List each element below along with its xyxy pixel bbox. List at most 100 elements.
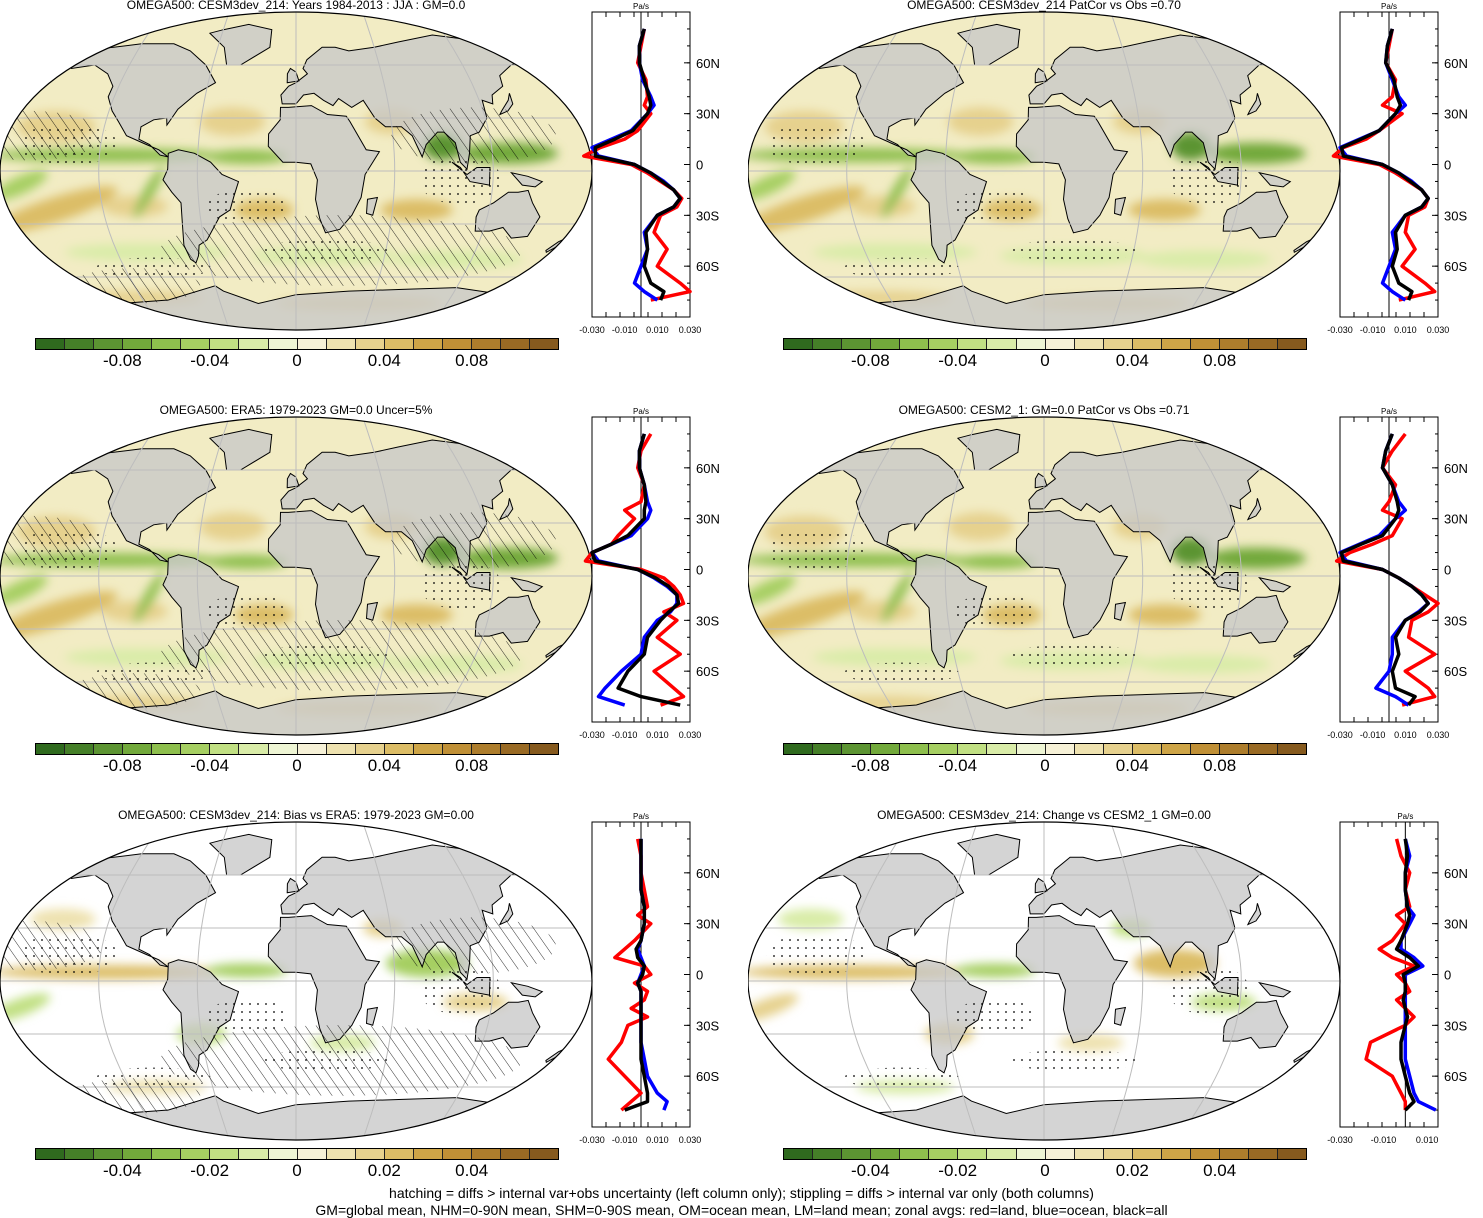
- profile-xtick-label: -0.030: [579, 325, 605, 335]
- profile-line-land: [1364, 838, 1416, 1111]
- colorbar-bin: [1190, 339, 1220, 349]
- zonal-profile: Pa/s -0.030 -0.010 0.010 0.030 60N 30N 0 30S 60S: [1327, 2, 1468, 335]
- profile-ytick-label: 30N: [696, 107, 720, 122]
- colorbar-tick-label: 0.04: [1203, 1161, 1237, 1180]
- colorbar-bin: [871, 339, 901, 349]
- profile-xtick-label: -0.030: [579, 1135, 605, 1145]
- colorbar-bin: [1161, 1149, 1191, 1159]
- footer-note-2: GM=global mean, NHM=0-90N mean, SHM=0-90…: [315, 1202, 1168, 1218]
- profile-ytick-label: 60N: [1444, 866, 1468, 881]
- profile-ytick-label: 30S: [696, 1018, 719, 1033]
- profile-xtick-label: 0.010: [1394, 325, 1417, 335]
- colorbar-bin: [1132, 1149, 1162, 1159]
- profile-xtick-label: 0.030: [679, 325, 702, 335]
- colorbar-bin: [36, 744, 66, 754]
- profile-ytick-label: 60N: [696, 461, 720, 476]
- profile-ytick-label: 30S: [1444, 613, 1467, 628]
- colorbar-bin: [842, 1149, 872, 1159]
- profile-ytick-label: 60S: [1444, 259, 1467, 274]
- colorbar-bin: [413, 744, 443, 754]
- colorbar-bin: [471, 339, 501, 349]
- colorbar-bin: [929, 1149, 959, 1159]
- profile-line-all: [1339, 28, 1430, 301]
- colorbar: [35, 743, 559, 755]
- profile-ytick-label: 0: [1444, 563, 1451, 578]
- colorbar-bin: [1249, 744, 1279, 754]
- colorbar-tick-label: -0.02: [190, 1161, 230, 1180]
- colorbar-bin: [1103, 339, 1133, 349]
- colorbar-bin: [501, 744, 531, 754]
- profile-xtick-label: 0.010: [1416, 1135, 1439, 1145]
- colorbar-bin: [1074, 339, 1104, 349]
- profile-ytick-label: 60N: [1444, 56, 1468, 71]
- colorbar-bin: [1190, 744, 1220, 754]
- colorbar-bin: [1219, 744, 1249, 754]
- profile-ytick-label: 30N: [1444, 512, 1468, 527]
- colorbar-tick-label: -0.08: [102, 756, 142, 775]
- colorbar-bin: [530, 744, 559, 754]
- profile-ytick-label: 30S: [1444, 1018, 1467, 1033]
- colorbar-bin: [1074, 1149, 1104, 1159]
- profile-xtick-label: -0.010: [612, 325, 638, 335]
- colorbar-bin: [94, 744, 124, 754]
- profile-xtick-label: -0.030: [579, 730, 605, 740]
- colorbar-bin: [1249, 339, 1279, 349]
- profile-xtick-label: 0.030: [679, 730, 702, 740]
- colorbar-bin: [1045, 1149, 1075, 1159]
- profile-ytick-label: 0: [1444, 968, 1451, 983]
- profile-xtick-label: -0.010: [1371, 1135, 1397, 1145]
- profile-xtick-label: 0.030: [1427, 730, 1450, 740]
- footer-note-1: hatching = diffs > internal var+obs unce…: [389, 1185, 1094, 1201]
- colorbar-tick-label: 0.08: [455, 351, 489, 370]
- profile-ytick-label: 60N: [696, 56, 720, 71]
- colorbar-bin: [239, 1149, 269, 1159]
- zonal-profile: Pa/s -0.030 -0.010 0.010 60N 30N 0 30S 60S: [1327, 812, 1468, 1145]
- profile-line-all: [1394, 838, 1421, 1112]
- colorbar-bin: [501, 1149, 531, 1159]
- colorbar-bin: [900, 1149, 930, 1159]
- colorbar-bin: [326, 1149, 356, 1159]
- colorbar-bin: [1132, 744, 1162, 754]
- colorbar-bin: [152, 1149, 182, 1159]
- colorbar-bin: [355, 339, 385, 349]
- profile-xtick-label: 0.030: [679, 1135, 702, 1145]
- colorbar-tick-label: -0.04: [938, 756, 978, 775]
- colorbar-bin: [297, 339, 327, 349]
- profile-ytick-label: 60N: [1444, 461, 1468, 476]
- colorbar-bin: [210, 744, 240, 754]
- profile-xtick-label: -0.010: [1360, 325, 1386, 335]
- colorbar-bin: [355, 744, 385, 754]
- colorbar-bin: [1045, 744, 1075, 754]
- colorbar-tick-label: -0.04: [190, 756, 230, 775]
- profile-unit: Pa/s: [1397, 812, 1413, 821]
- colorbar-bin: [123, 744, 153, 754]
- colorbar-bin: [326, 744, 356, 754]
- colorbar-bin: [1219, 339, 1249, 349]
- colorbar-tick-label: -0.04: [850, 1161, 890, 1180]
- colorbar-bin: [413, 339, 443, 349]
- colorbar-bin: [36, 1149, 66, 1159]
- profile-xtick-label: 0.010: [1394, 730, 1417, 740]
- colorbar-bin: [900, 744, 930, 754]
- colorbar-bin: [181, 1149, 211, 1159]
- colorbar-bin: [1161, 744, 1191, 754]
- profile-line-land: [606, 838, 653, 1112]
- profile-xtick-label: 0.030: [1427, 325, 1450, 335]
- panel-title: OMEGA500: CESM2_1: GM=0.0 PatCor vs Obs …: [898, 403, 1190, 417]
- colorbar-bin: [1132, 339, 1162, 349]
- colorbar-bin: [152, 339, 182, 349]
- colorbar-bin: [900, 339, 930, 349]
- profile-ytick-label: 0: [1444, 158, 1451, 173]
- colorbar: [783, 338, 1307, 350]
- colorbar-bin: [958, 1149, 988, 1159]
- colorbar-bin: [842, 744, 872, 754]
- profile-line-all: [624, 838, 650, 1112]
- profile-xtick-label: -0.030: [1327, 1135, 1353, 1145]
- panel-6: OMEGA500: CESM3dev_214: Change vs CESM2_…: [748, 808, 1483, 1215]
- colorbar-tick-label: -0.04: [190, 351, 230, 370]
- profile-ytick-label: 30S: [1444, 208, 1467, 223]
- colorbar-bin: [1219, 1149, 1249, 1159]
- colorbar-tick-label: -0.08: [850, 756, 890, 775]
- colorbar: [35, 1148, 559, 1160]
- colorbar-bin: [530, 1149, 559, 1159]
